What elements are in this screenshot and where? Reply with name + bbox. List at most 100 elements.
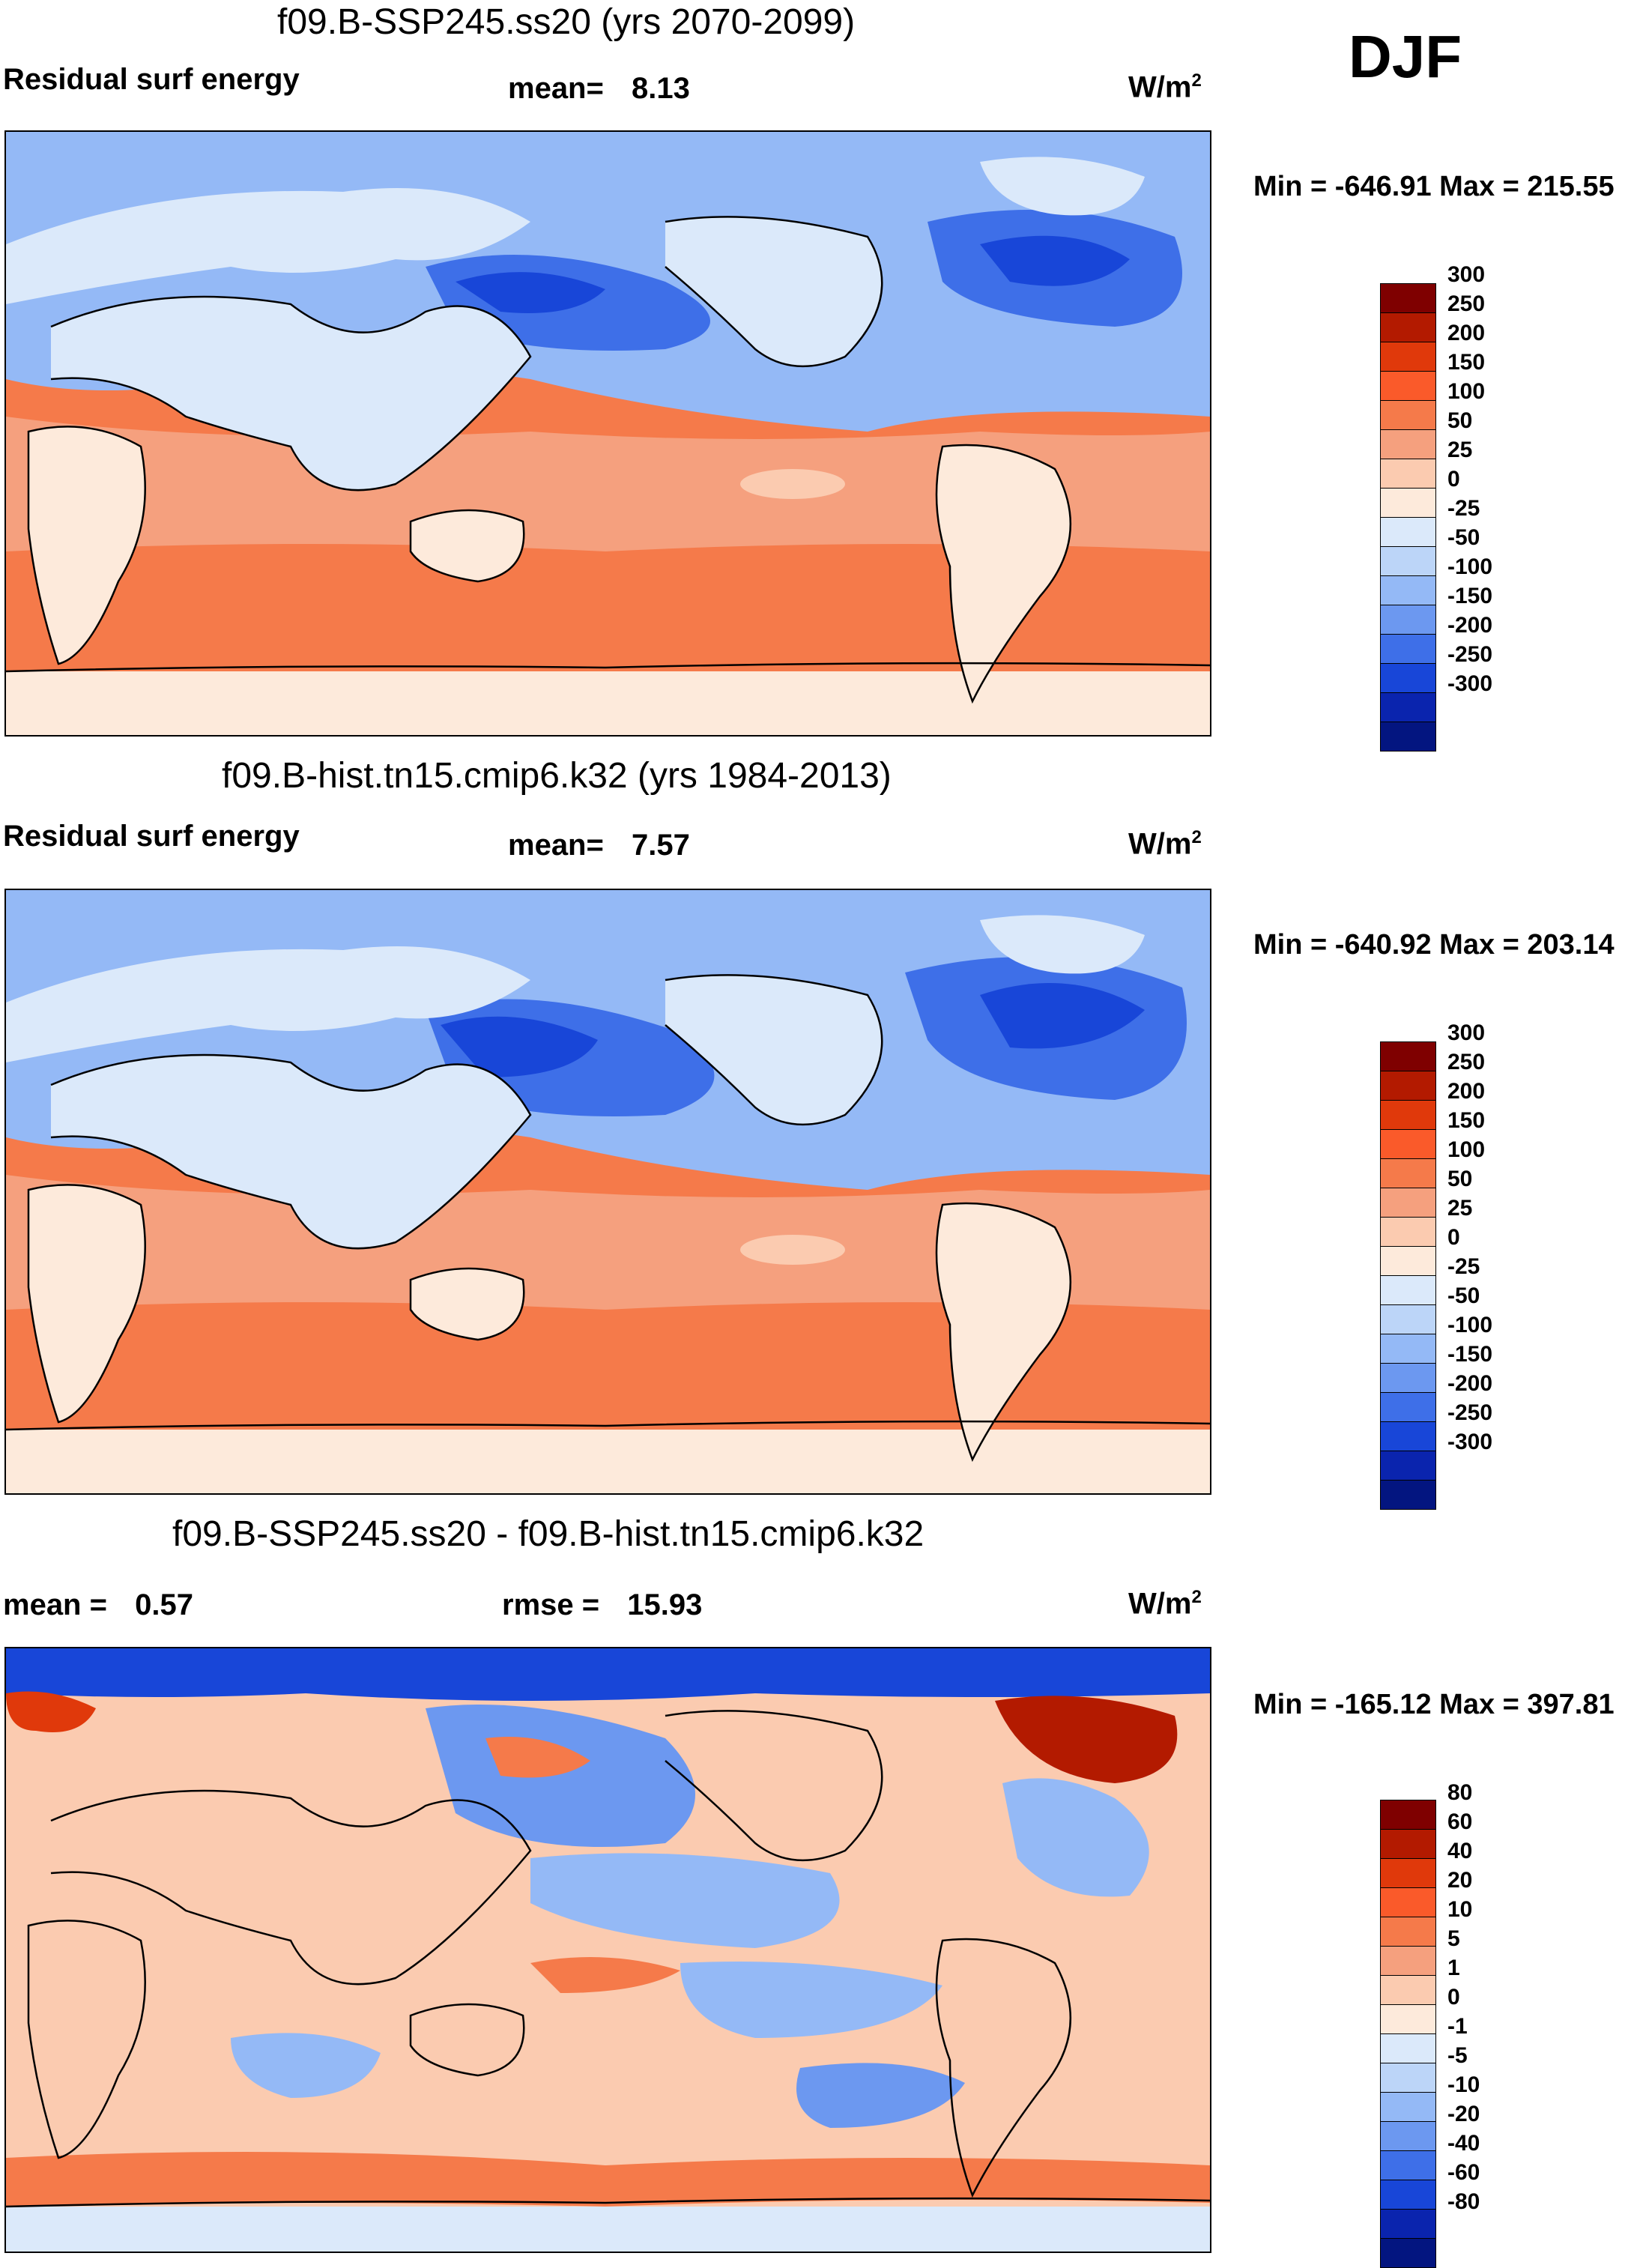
panel2-minmax: Min = -640.92 Max = 203.14 xyxy=(1253,929,1615,961)
panel3-rmse: rmse = 15.93 xyxy=(502,1588,702,1622)
panel3-rmse-value: 15.93 xyxy=(627,1588,703,1621)
colorbar-cell xyxy=(1380,1829,1436,1858)
colorbar-cell xyxy=(1380,1158,1436,1188)
season-label: DJF xyxy=(1349,23,1462,90)
panel2-units-base: W/m xyxy=(1128,827,1192,861)
colorbar-cell xyxy=(1380,2092,1436,2121)
colorbar-cell xyxy=(1380,1421,1436,1451)
panel1-tick: -100 xyxy=(1447,554,1493,579)
panel1-tick: 200 xyxy=(1447,321,1486,345)
panel2-tick: 50 xyxy=(1447,1167,1473,1191)
panel2-units-exp: 2 xyxy=(1191,827,1202,847)
panel1-tick: -300 xyxy=(1447,671,1493,696)
panel3-tick: 40 xyxy=(1447,1839,1473,1863)
panel3-tick: -40 xyxy=(1447,2131,1480,2156)
colorbar-cell xyxy=(1380,2121,1436,2150)
colorbar-cell xyxy=(1380,2063,1436,2092)
colorbar-cell xyxy=(1380,2150,1436,2180)
panel1-units: W/m2 xyxy=(1128,70,1202,104)
panel1-mean: mean= 8.13 xyxy=(508,72,690,106)
panel2-tick: 200 xyxy=(1447,1079,1486,1104)
panel3-mean-value: 0.57 xyxy=(135,1588,193,1621)
colorbar-cell xyxy=(1380,605,1436,634)
panel3-tick: 20 xyxy=(1447,1868,1473,1893)
colorbar-cell xyxy=(1380,575,1436,605)
colorbar-cell xyxy=(1380,722,1436,752)
panel1-tick: -25 xyxy=(1447,496,1480,521)
panel2-colorbar xyxy=(1380,1041,1436,1510)
panel2-tick: -300 xyxy=(1447,1430,1493,1454)
panel1-tick: 25 xyxy=(1447,438,1473,462)
panel2-tick: 150 xyxy=(1447,1108,1486,1133)
panel3-tick: -10 xyxy=(1447,2072,1480,2097)
panel3-minmax: Min = -165.12 Max = 397.81 xyxy=(1253,1689,1615,1720)
panel1-tick: -250 xyxy=(1447,642,1493,667)
colorbar-cell xyxy=(1380,2033,1436,2063)
panel3-tick: 5 xyxy=(1447,1926,1460,1951)
colorbar-cell xyxy=(1380,692,1436,722)
panel3-rmse-label: rmse = xyxy=(502,1588,600,1621)
panel2-tick: 25 xyxy=(1447,1196,1473,1221)
panel1-mean-label: mean= xyxy=(508,72,604,105)
panel1-units-base: W/m xyxy=(1128,70,1192,104)
colorbar-cell xyxy=(1380,2209,1436,2238)
panel1-colorbar xyxy=(1380,283,1436,752)
colorbar-cell xyxy=(1380,1071,1436,1100)
colorbar-cell xyxy=(1380,1800,1436,1829)
colorbar-cell xyxy=(1380,1975,1436,2004)
panel2-mean: mean= 7.57 xyxy=(508,829,690,862)
colorbar-cell xyxy=(1380,663,1436,692)
panel2-tick: -250 xyxy=(1447,1400,1493,1425)
colorbar-cell xyxy=(1380,1917,1436,1946)
panel1-mean-value: 8.13 xyxy=(631,72,690,105)
panel1-tick: 150 xyxy=(1447,350,1486,375)
colorbar-cell xyxy=(1380,1451,1436,1480)
colorbar-cell xyxy=(1380,1304,1436,1334)
colorbar-cell xyxy=(1380,1480,1436,1510)
colorbar-cell xyxy=(1380,1217,1436,1246)
colorbar-cell xyxy=(1380,312,1436,342)
panel2-mean-label: mean= xyxy=(508,829,604,862)
panel2-tick: -150 xyxy=(1447,1342,1493,1367)
colorbar-cell xyxy=(1380,1275,1436,1304)
colorbar-cell xyxy=(1380,2004,1436,2033)
panel3-units-exp: 2 xyxy=(1191,1587,1202,1607)
panel2-left-label: Residual surf energy xyxy=(3,820,300,853)
panel2-tick: 250 xyxy=(1447,1050,1486,1074)
panel1-title: f09.B-SSP245.ss20 (yrs 2070-2099) xyxy=(277,2,856,42)
panel1-colorbar-cells xyxy=(1380,283,1436,752)
panel3-colorbar-cells xyxy=(1380,1800,1436,2268)
panel3-tick: 0 xyxy=(1447,1985,1460,2010)
panel3-units: W/m2 xyxy=(1128,1587,1202,1621)
colorbar-cell xyxy=(1380,2180,1436,2209)
panel3-tick: 60 xyxy=(1447,1809,1473,1834)
panel2-map-svg xyxy=(6,890,1210,1493)
panel2-units: W/m2 xyxy=(1128,827,1202,861)
colorbar-cell xyxy=(1380,1246,1436,1275)
colorbar-cell xyxy=(1380,1041,1436,1071)
panel2-tick: -50 xyxy=(1447,1283,1480,1308)
panel3-mean: mean = 0.57 xyxy=(3,1588,193,1622)
panel2-title: f09.B-hist.tn15.cmip6.k32 (yrs 1984-2013… xyxy=(222,756,892,796)
colorbar-cell xyxy=(1380,1363,1436,1392)
panel1-tick: 300 xyxy=(1447,262,1486,287)
panel1-tick: -200 xyxy=(1447,613,1493,638)
colorbar-cell xyxy=(1380,1946,1436,1975)
colorbar-cell xyxy=(1380,1858,1436,1887)
panel2-tick: 100 xyxy=(1447,1137,1486,1162)
panel3-tick: -20 xyxy=(1447,2102,1480,2126)
panel3-map-svg xyxy=(6,1648,1210,2252)
panel1-tick: 100 xyxy=(1447,379,1486,404)
panel2-tick: -100 xyxy=(1447,1313,1493,1337)
panel3-tick: -60 xyxy=(1447,2160,1480,2185)
panel3-tick: 80 xyxy=(1447,1780,1473,1805)
colorbar-cell xyxy=(1380,634,1436,663)
panel3-colorbar xyxy=(1380,1800,1436,2268)
colorbar-cell xyxy=(1380,1334,1436,1363)
panel1-tick: 250 xyxy=(1447,291,1486,316)
colorbar-cell xyxy=(1380,2238,1436,2268)
panel1-tick: 0 xyxy=(1447,467,1460,492)
panel1-map xyxy=(4,130,1211,737)
colorbar-cell xyxy=(1380,1392,1436,1421)
colorbar-cell xyxy=(1380,459,1436,488)
